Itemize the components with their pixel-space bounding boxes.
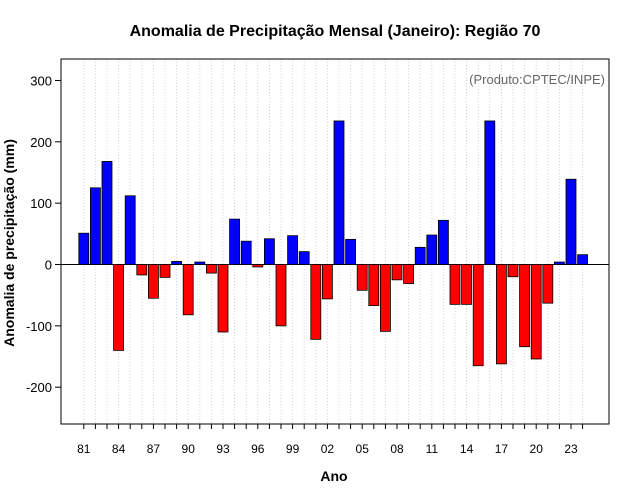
bar-1993 bbox=[217, 264, 229, 333]
y-tick-label: 100 bbox=[30, 196, 52, 211]
x-tick-label: 93 bbox=[216, 442, 230, 456]
bar-2008 bbox=[391, 264, 403, 281]
x-tick-label: 81 bbox=[77, 442, 91, 456]
bar-2022 bbox=[554, 261, 565, 265]
bar-2005 bbox=[356, 264, 368, 291]
x-tick-label: 17 bbox=[495, 442, 509, 456]
x-tick-label: 99 bbox=[286, 442, 300, 456]
y-tick-label: -200 bbox=[26, 380, 52, 395]
bar-1997 bbox=[263, 238, 275, 265]
bar-1988 bbox=[159, 264, 171, 278]
bar-2009 bbox=[403, 264, 415, 284]
x-tick-label: 11 bbox=[426, 442, 439, 456]
x-tick-label: 20 bbox=[530, 442, 544, 456]
plot-frame bbox=[60, 58, 610, 425]
bar-2001 bbox=[310, 264, 322, 340]
bar-2004 bbox=[345, 238, 357, 265]
bar-1996 bbox=[252, 264, 264, 268]
bar-1990 bbox=[182, 264, 194, 316]
bar-2023 bbox=[565, 178, 577, 265]
chart-title: Anomalia de Precipitação Mensal (Janeiro… bbox=[130, 23, 541, 40]
x-tick-label: 96 bbox=[251, 442, 265, 456]
annotation-note: (Produto:CPTEC/INPE) bbox=[469, 72, 605, 87]
bar-1985 bbox=[124, 195, 136, 265]
bar-1991 bbox=[194, 261, 206, 265]
y-axis-label: Anomalia de precipitação (mm) bbox=[1, 139, 17, 347]
bar-2006 bbox=[368, 264, 380, 307]
bar-2015 bbox=[472, 264, 484, 367]
bar-1994 bbox=[229, 218, 241, 265]
bars bbox=[78, 120, 588, 367]
bar-1995 bbox=[240, 240, 252, 265]
y-axis: -200 -100 0 100 200 300 bbox=[26, 73, 61, 395]
bar-1984 bbox=[113, 264, 124, 351]
bar-2011 bbox=[426, 234, 438, 265]
bar-2013 bbox=[449, 264, 461, 305]
bar-2024 bbox=[577, 254, 588, 265]
bar-1999 bbox=[287, 235, 299, 265]
bar-1987 bbox=[147, 264, 159, 299]
y-tick-label: 300 bbox=[30, 73, 52, 88]
x-axis-label: Ano bbox=[320, 468, 347, 484]
x-tick-label: 05 bbox=[356, 442, 370, 456]
x-tick-label: 14 bbox=[460, 442, 474, 456]
bar-2002 bbox=[321, 264, 333, 300]
bar-1982 bbox=[90, 187, 101, 265]
y-tick-label: -100 bbox=[26, 319, 52, 334]
y-tick-label: 0 bbox=[45, 258, 52, 273]
bar-1998 bbox=[275, 264, 287, 327]
x-tick-label: 87 bbox=[147, 442, 161, 456]
bar-2014 bbox=[461, 264, 473, 305]
bar-2021 bbox=[542, 264, 554, 304]
bar-2010 bbox=[414, 246, 426, 265]
bar-2016 bbox=[484, 120, 496, 265]
y-tick-label: 200 bbox=[30, 135, 52, 150]
x-tick-label: 08 bbox=[390, 442, 404, 456]
x-tick-label: 84 bbox=[112, 442, 126, 456]
bar-2020 bbox=[530, 264, 542, 360]
bar-1989 bbox=[171, 261, 183, 265]
x-tick-label: 02 bbox=[321, 442, 335, 456]
bar-1992 bbox=[205, 264, 217, 274]
bar-1983 bbox=[101, 161, 113, 265]
bar-2000 bbox=[298, 251, 310, 265]
grid-lines bbox=[83, 59, 584, 424]
bar-2017 bbox=[495, 264, 507, 365]
bar-1986 bbox=[136, 264, 148, 276]
x-tick-label: 23 bbox=[564, 442, 578, 456]
bar-2003 bbox=[333, 120, 345, 265]
x-tick-label: 90 bbox=[182, 442, 196, 456]
bar-1981 bbox=[78, 232, 90, 265]
bar-2018 bbox=[507, 264, 519, 278]
x-axis: 81 84 87 90 93 96 99 02 05 08 11 14 17 20 23 bbox=[77, 424, 584, 456]
bar-2019 bbox=[519, 264, 530, 348]
bar-2012 bbox=[437, 219, 449, 265]
bar-2007 bbox=[379, 264, 391, 332]
